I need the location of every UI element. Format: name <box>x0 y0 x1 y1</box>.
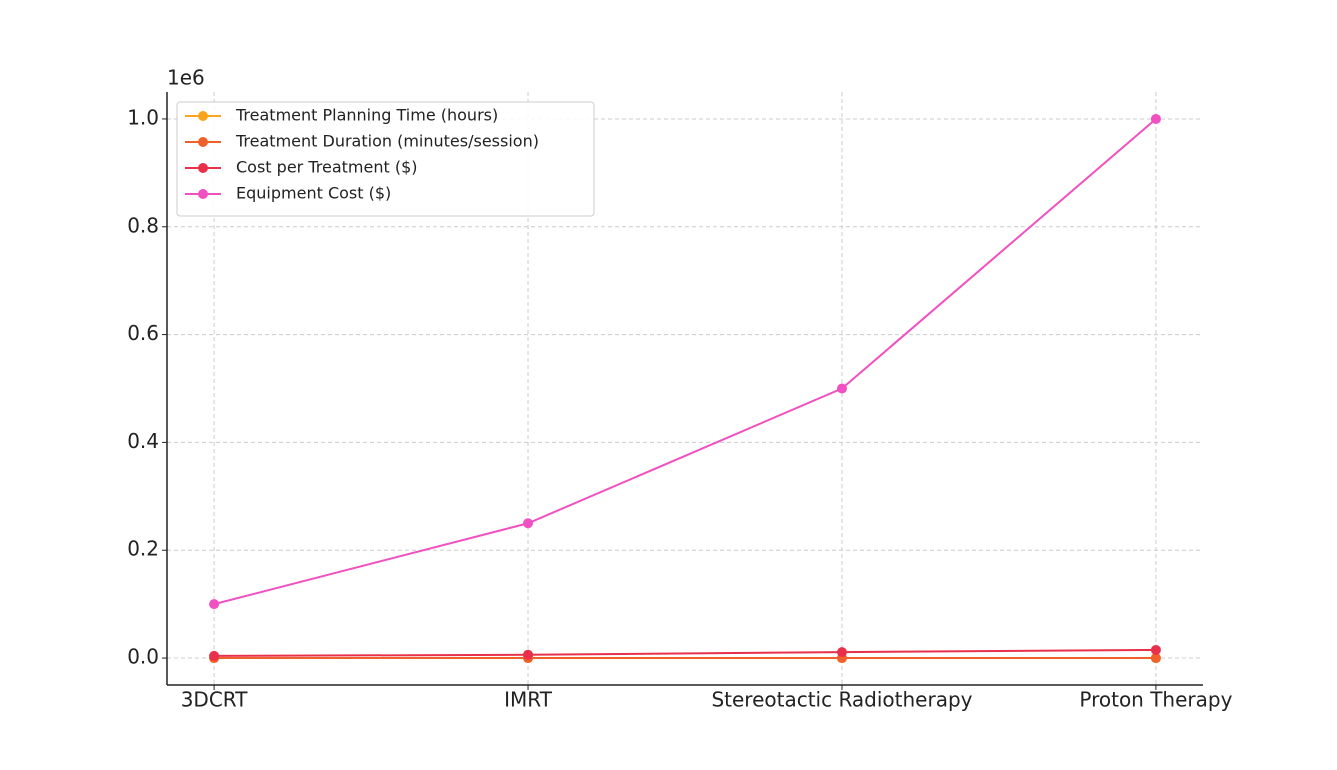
legend-label: Equipment Cost ($) <box>236 184 391 203</box>
series-point <box>1150 113 1161 124</box>
legend-marker <box>198 137 208 147</box>
legend-label: Treatment Planning Time (hours) <box>235 106 498 125</box>
legend: Treatment Planning Time (hours) Treatment… <box>176 101 595 217</box>
legend-marker <box>198 163 208 173</box>
legend-label: Treatment Duration (minutes/session) <box>235 132 539 151</box>
y-tick-label: 0.8 <box>127 213 159 237</box>
y-tick-label: 0.6 <box>127 321 159 345</box>
series-line <box>214 648 1156 657</box>
series-point <box>523 649 534 660</box>
series-line <box>213 118 1157 606</box>
legend-marker <box>198 189 208 199</box>
series-point <box>523 518 534 529</box>
series-point <box>1150 653 1161 664</box>
x-tick-label: 3DCRT <box>181 688 249 712</box>
x-tick-label: Proton Therapy <box>1079 688 1232 712</box>
x-tick-label: Stereotactic Radiotherapy <box>711 688 972 712</box>
y-tick-label: 0.0 <box>127 645 159 669</box>
x-tick-label: IMRT <box>504 688 553 712</box>
series-point <box>209 650 220 661</box>
legend-marker <box>198 111 208 121</box>
series-point <box>209 599 220 610</box>
legend-label: Cost per Treatment ($) <box>236 158 417 177</box>
y-tick-label: 0.2 <box>127 537 159 561</box>
legend-box <box>176 101 595 217</box>
y-tick-label: 1.0 <box>127 105 159 129</box>
series-point <box>836 383 847 394</box>
series-point <box>1150 644 1161 655</box>
series-point <box>836 647 847 658</box>
y-tick-label: 0.4 <box>127 429 159 453</box>
y-offset-label: 1e6 <box>167 66 205 90</box>
